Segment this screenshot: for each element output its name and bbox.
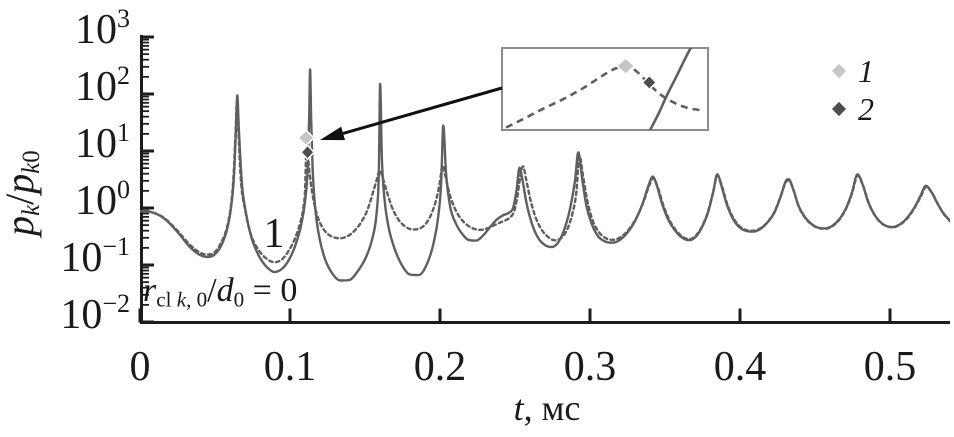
inset-dashed-curve — [505, 64, 703, 129]
curve-1-label: 1 — [263, 211, 285, 257]
condition-annotation: rcl k, 0/d0 = 0 — [143, 272, 298, 312]
legend-item-label: 2 — [858, 91, 874, 127]
legend-diamond-icon — [831, 63, 847, 79]
inset-solid-curve — [648, 48, 693, 130]
x-axis-label: t, мс — [513, 388, 581, 428]
marker-2-icon — [300, 144, 316, 161]
y-tick-label: 10−2 — [60, 289, 130, 338]
y-tick-label: 10−1 — [60, 232, 130, 281]
inset-marker-1-icon — [615, 57, 636, 76]
dashed-curve — [140, 99, 950, 264]
callout-arrow-head-icon — [320, 126, 345, 141]
y-tick-label: 103 — [75, 4, 130, 53]
callout-arrow-line — [342, 86, 503, 135]
x-tick-label: 0.1 — [263, 344, 317, 390]
x-tick-label: 0.3 — [563, 344, 617, 390]
inset-marker-2-icon — [641, 74, 658, 91]
legend-item-label: 1 — [858, 53, 874, 89]
legend-diamond-icon — [831, 101, 847, 117]
legend-item: 1 — [831, 52, 874, 90]
solid-curve — [140, 68, 950, 282]
inset-box — [501, 47, 709, 131]
x-tick-label: 0 — [129, 344, 151, 390]
legend-item: 2 — [831, 90, 874, 128]
y-tick-label: 101 — [75, 118, 130, 167]
x-tick-label: 0.2 — [413, 344, 467, 390]
y-tick-label: 100 — [75, 175, 130, 224]
x-tick-label: 0.5 — [863, 344, 917, 390]
x-tick-label: 0.4 — [713, 344, 767, 390]
marker-1-icon — [296, 129, 316, 147]
y-tick-label: 102 — [75, 61, 130, 110]
